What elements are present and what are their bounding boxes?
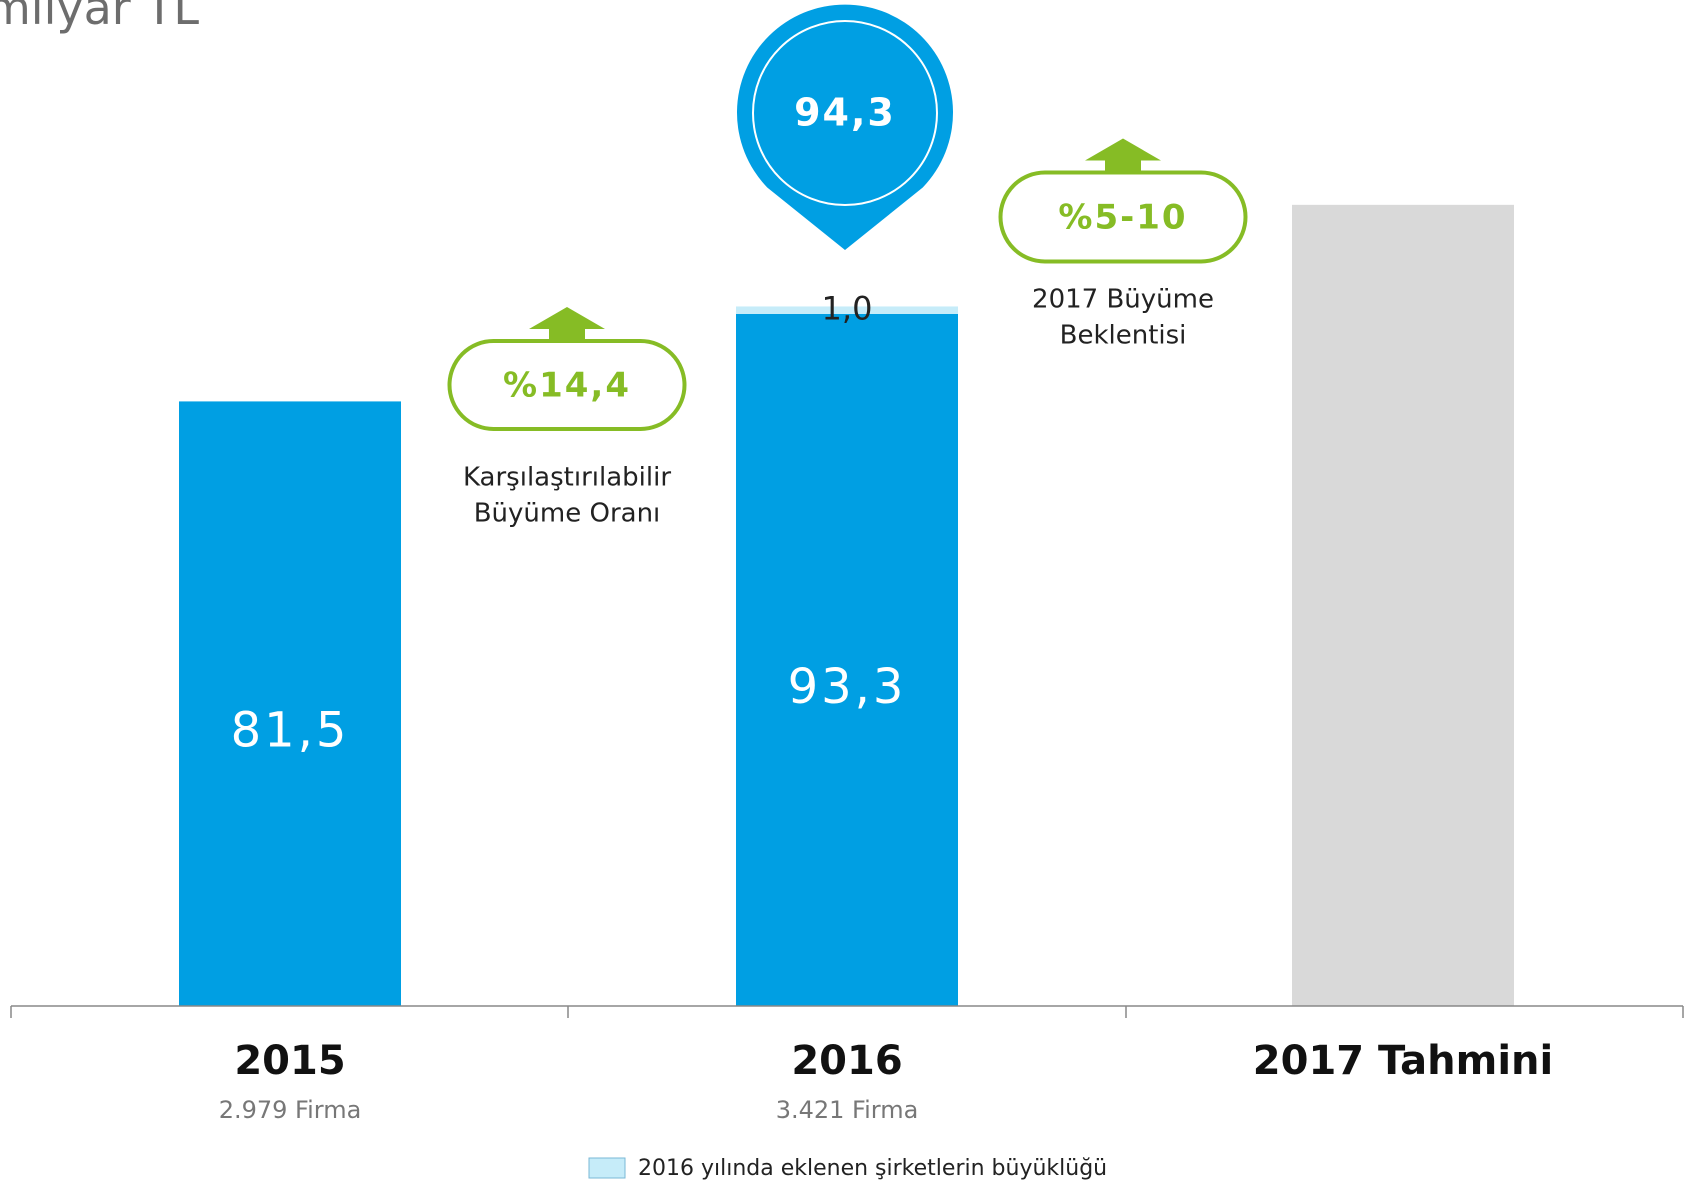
legend-swatch bbox=[588, 1157, 626, 1179]
badge-caption: Beklentisi bbox=[1060, 321, 1187, 351]
x-tick-label: 2015 bbox=[234, 1038, 345, 1084]
bar-segment bbox=[736, 313, 958, 1006]
growth-arrow bbox=[1085, 138, 1161, 175]
badge-caption: Büyüme Oranı bbox=[474, 499, 661, 529]
bar-segment bbox=[1292, 204, 1514, 1006]
value-label: 93,3 bbox=[788, 659, 907, 715]
category-note: 2.979 Firma bbox=[219, 1096, 362, 1124]
chart-title: milyar TL bbox=[0, 0, 199, 35]
badge-label: %5-10 bbox=[1058, 198, 1187, 238]
value-label: 1,0 bbox=[822, 289, 873, 327]
pin-label: 94,3 bbox=[794, 91, 896, 135]
pin-ring bbox=[752, 20, 938, 206]
legend-label: 2016 yılında eklenen şirketlerin büyüklü… bbox=[638, 1156, 1107, 1180]
value-label: 81,5 bbox=[231, 703, 350, 759]
bar-segment bbox=[179, 401, 401, 1006]
bar-segment bbox=[736, 306, 958, 314]
badge-caption: Karşılaştırılabilir bbox=[463, 463, 671, 493]
growth-arrow bbox=[529, 307, 605, 343]
badge-caption: 2017 Büyüme bbox=[1032, 285, 1214, 315]
badge-label: %14,4 bbox=[503, 366, 631, 406]
x-tick-label: 2017 Tahmini bbox=[1253, 1038, 1553, 1084]
category-note: 3.421 Firma bbox=[776, 1096, 919, 1124]
x-tick-label: 2016 bbox=[791, 1038, 902, 1084]
